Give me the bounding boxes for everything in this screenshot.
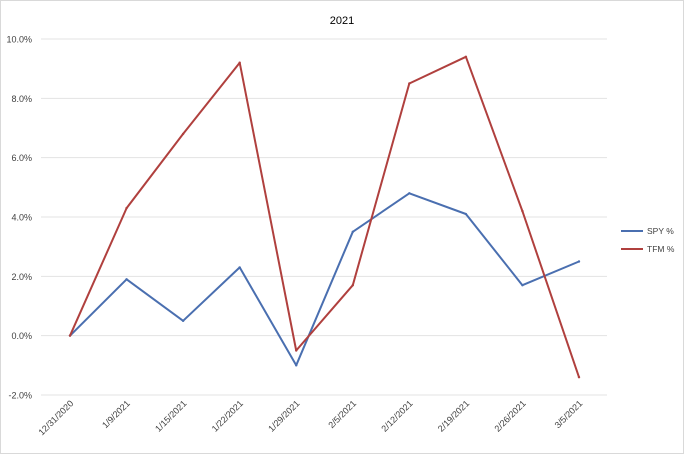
y-tick-label: 8.0%: [11, 94, 32, 104]
data-point: [125, 278, 128, 281]
data-point: [351, 230, 354, 234]
data-point: [125, 206, 128, 210]
data-point: [521, 209, 524, 213]
legend-label: TFM %: [647, 244, 675, 254]
data-point: [295, 364, 298, 367]
x-tick-label: 12/31/2020: [36, 398, 75, 437]
x-tick-label: 1/9/2021: [100, 398, 132, 430]
y-tick-label: -2.0%: [8, 391, 32, 401]
x-tick-label: 3/5/2021: [553, 398, 585, 430]
data-point: [577, 260, 581, 263]
data-point: [408, 192, 411, 195]
y-tick-label: 2.0%: [11, 272, 32, 282]
chart-title: 2021: [330, 15, 354, 27]
data-point: [68, 334, 72, 337]
series-line-tfm: [69, 55, 580, 378]
data-point: [181, 319, 185, 323]
data-point: [295, 349, 298, 352]
x-tick-label: 1/22/2021: [210, 398, 245, 433]
x-tick-label: 1/15/2021: [153, 398, 188, 433]
x-tick-label: 1/29/2021: [266, 398, 301, 433]
y-tick-label: 4.0%: [11, 213, 32, 223]
y-tick-label: 0.0%: [11, 331, 32, 341]
x-tick-label: 2/26/2021: [492, 398, 527, 433]
legend-label: SPY %: [647, 226, 674, 236]
x-tick-label: 2/19/2021: [436, 398, 471, 433]
data-point: [181, 132, 185, 136]
data-point: [238, 61, 241, 64]
data-point: [351, 284, 354, 287]
y-tick-label: 10.0%: [6, 35, 32, 45]
data-point: [521, 284, 524, 287]
x-tick-label: 2/5/2021: [326, 398, 358, 430]
x-tick-label: 2/12/2021: [379, 398, 414, 433]
data-point: [464, 212, 468, 216]
data-point: [464, 55, 468, 58]
y-tick-label: 6.0%: [11, 153, 32, 163]
data-point: [238, 266, 241, 269]
series-line-spy: [69, 192, 580, 367]
data-point: [408, 82, 411, 85]
data-point: [577, 376, 581, 379]
